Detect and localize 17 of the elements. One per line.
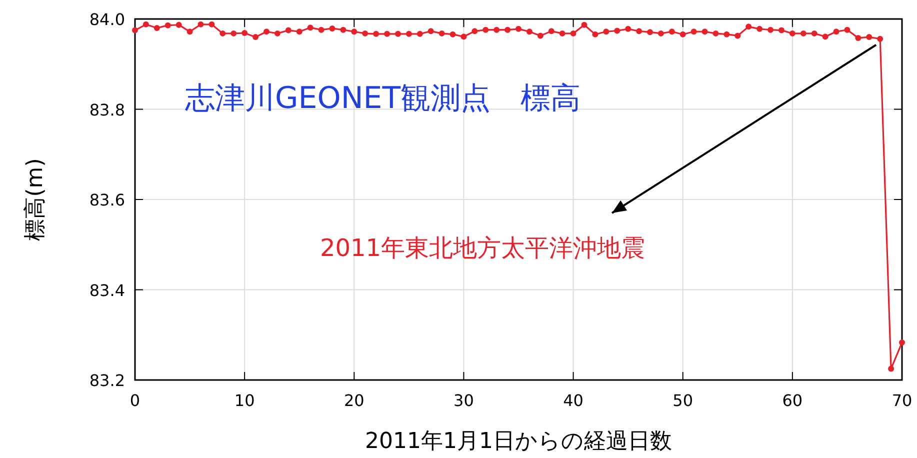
x-tick-label: 50 <box>672 391 694 410</box>
x-tick-label: 10 <box>234 391 255 410</box>
x-axis-title: 2011年1月1日からの経過日数 <box>365 429 672 454</box>
y-tick-label: 83.4 <box>89 280 125 300</box>
x-tick-label: 20 <box>344 391 364 410</box>
y-tick-label: 83.6 <box>89 190 125 210</box>
x-tick-label: 30 <box>454 391 474 410</box>
x-tick-label: 0 <box>130 391 140 410</box>
annotation: 2011年東北地方太平洋沖地震 <box>320 234 646 262</box>
x-tick-label: 70 <box>892 391 912 410</box>
y-tick-label: 83.8 <box>89 100 125 120</box>
x-tick-label: 60 <box>782 391 803 410</box>
text: 志津川GEONET観測点 標高 <box>185 81 581 116</box>
y-tick-label: 83.2 <box>89 371 125 390</box>
y-axis-title: 標高(m) <box>23 158 48 241</box>
x-tick-label: 40 <box>563 391 584 410</box>
y-tick-label: 84.0 <box>89 10 125 29</box>
